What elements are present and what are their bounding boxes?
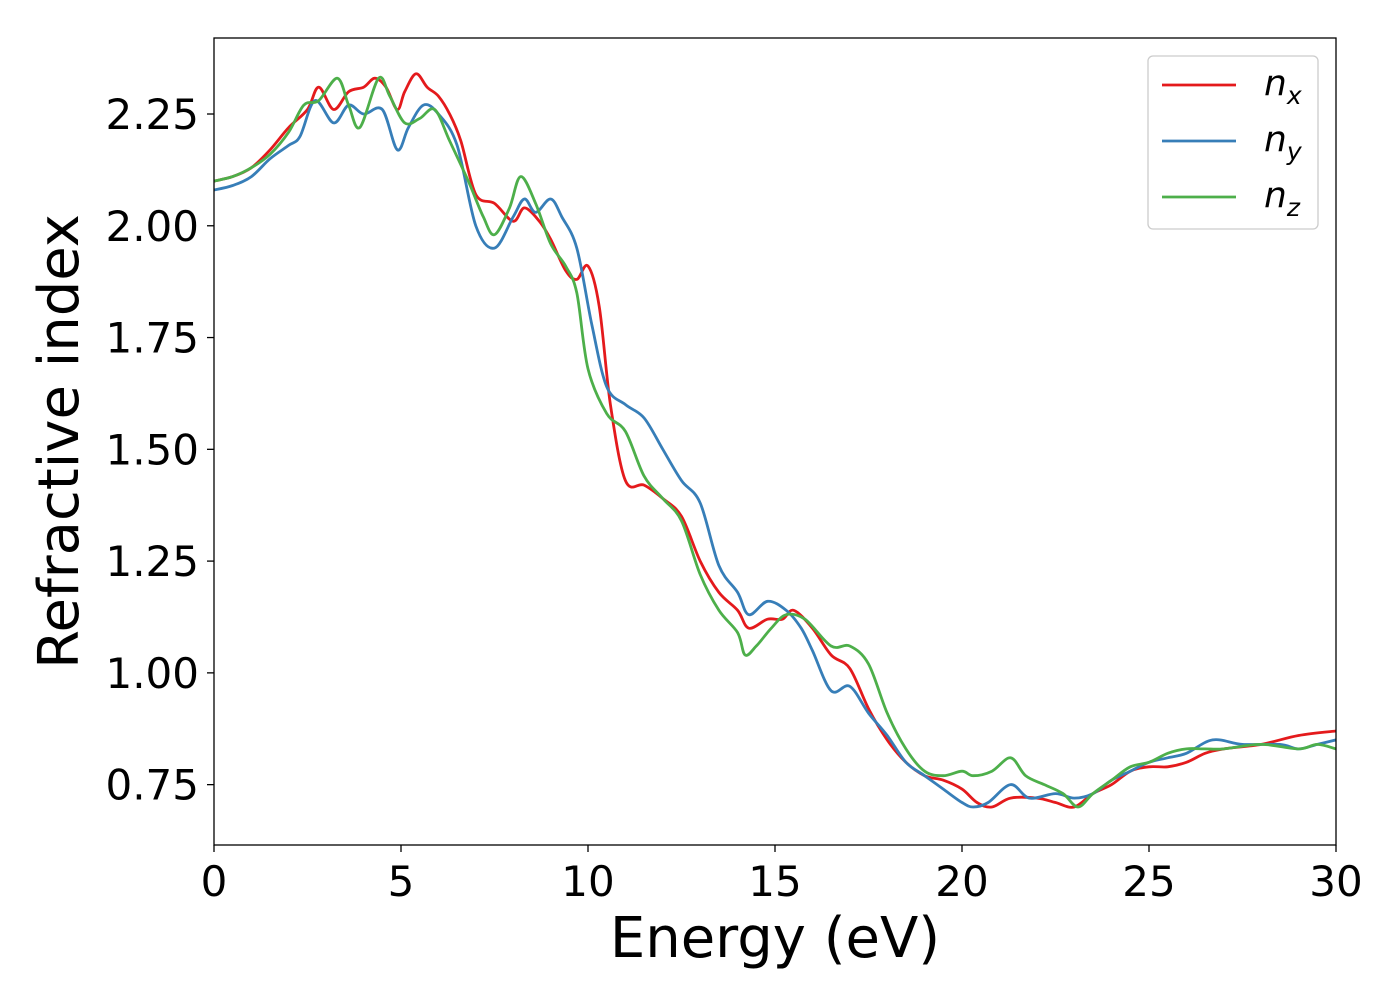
x-tick-label: 20 <box>935 857 988 906</box>
y-tick-label: 1.00 <box>105 649 199 698</box>
legend-label-x: nx <box>1264 63 1302 110</box>
y-tick-label: 1.25 <box>105 537 199 586</box>
y-axis-ticks: 0.75 1.00 1.25 1.50 1.75 2.00 2.25 <box>105 90 214 810</box>
x-tick-label: 0 <box>201 857 228 906</box>
series-line-z <box>214 75 1336 809</box>
x-axis-ticks: 0 5 10 15 20 25 30 <box>201 845 1363 906</box>
x-tick-label: 10 <box>561 857 614 906</box>
legend-label-y: ny <box>1264 119 1303 166</box>
y-tick-label: 2.00 <box>105 202 199 251</box>
legend-label-z: nz <box>1264 175 1301 222</box>
x-tick-label: 5 <box>388 857 415 906</box>
legend: nx ny nz <box>1147 55 1319 230</box>
series-lines <box>214 72 1336 809</box>
x-tick-label: 15 <box>748 857 801 906</box>
x-tick-label: 30 <box>1309 857 1362 906</box>
x-tick-label: 25 <box>1122 857 1175 906</box>
y-tick-label: 1.50 <box>105 425 199 474</box>
y-tick-label: 0.75 <box>105 761 199 810</box>
x-axis-label: Energy (eV) <box>610 906 940 971</box>
y-tick-label: 2.25 <box>105 90 199 139</box>
y-tick-label: 1.75 <box>105 314 199 363</box>
y-axis-label: Refractive index <box>27 214 92 669</box>
legend-box <box>1147 55 1319 230</box>
